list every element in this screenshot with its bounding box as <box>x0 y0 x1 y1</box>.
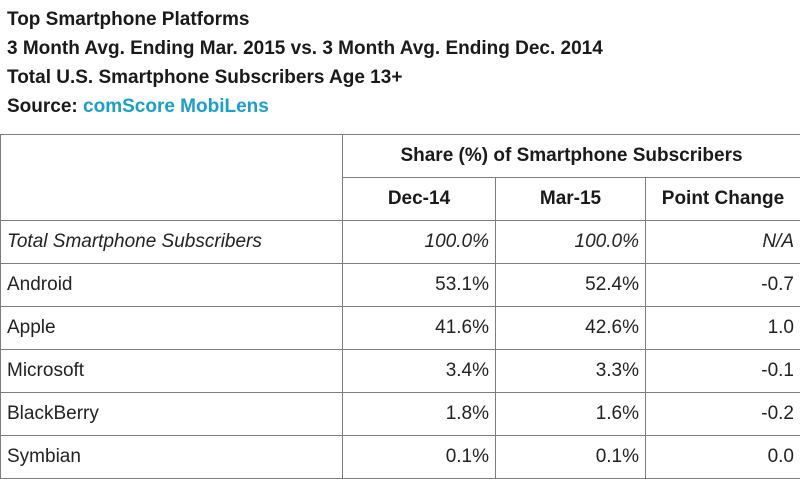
mar15-cell: 52.4% <box>496 264 646 307</box>
dec14-cell: 100.0% <box>343 221 496 264</box>
table-row: BlackBerry 1.8% 1.6% -0.2 <box>1 393 800 436</box>
group-header: Share (%) of Smartphone Subscribers <box>343 135 800 178</box>
table-row: Symbian 0.1% 0.1% 0.0 <box>1 436 800 479</box>
platform-cell: Android <box>1 264 343 307</box>
source-label: Source: <box>7 96 83 117</box>
platform-cell: BlackBerry <box>1 393 343 436</box>
population-label: Total U.S. Smartphone Subscribers Age 13… <box>7 63 800 92</box>
chart-header: Top Smartphone Platforms 3 Month Avg. En… <box>0 0 800 121</box>
mar15-cell: 1.6% <box>496 393 646 436</box>
change-cell: -0.2 <box>646 393 800 436</box>
column-header-mar15: Mar-15 <box>496 178 646 221</box>
platform-cell: Microsoft <box>1 350 343 393</box>
mar15-cell: 42.6% <box>496 307 646 350</box>
chart-title: Top Smartphone Platforms <box>7 5 800 34</box>
share-table: Share (%) of Smartphone Subscribers Dec-… <box>0 134 800 479</box>
platform-cell: Apple <box>1 307 343 350</box>
change-cell: 0.0 <box>646 436 800 479</box>
change-cell: 1.0 <box>646 307 800 350</box>
change-cell: N/A <box>646 221 800 264</box>
mar15-cell: 3.3% <box>496 350 646 393</box>
change-cell: -0.7 <box>646 264 800 307</box>
dec14-cell: 3.4% <box>343 350 496 393</box>
dec14-cell: 41.6% <box>343 307 496 350</box>
platform-cell: Symbian <box>1 436 343 479</box>
table-row: Total Smartphone Subscribers 100.0% 100.… <box>1 221 800 264</box>
dec14-cell: 0.1% <box>343 436 496 479</box>
platform-cell: Total Smartphone Subscribers <box>1 221 343 264</box>
column-header-point-change: Point Change <box>646 178 800 221</box>
table-row: Android 53.1% 52.4% -0.7 <box>1 264 800 307</box>
change-cell: -0.1 <box>646 350 800 393</box>
dec14-cell: 1.8% <box>343 393 496 436</box>
column-header-dec14: Dec-14 <box>343 178 496 221</box>
source-line: Source: comScore MobiLens <box>7 92 800 121</box>
mar15-cell: 100.0% <box>496 221 646 264</box>
group-header-row: Share (%) of Smartphone Subscribers <box>1 135 800 178</box>
chart-subtitle: 3 Month Avg. Ending Mar. 2015 vs. 3 Mont… <box>7 34 800 63</box>
table-row: Apple 41.6% 42.6% 1.0 <box>1 307 800 350</box>
blank-header-cell <box>1 135 343 221</box>
dec14-cell: 53.1% <box>343 264 496 307</box>
mar15-cell: 0.1% <box>496 436 646 479</box>
table-row: Microsoft 3.4% 3.3% -0.1 <box>1 350 800 393</box>
source-link[interactable]: comScore MobiLens <box>83 96 269 117</box>
